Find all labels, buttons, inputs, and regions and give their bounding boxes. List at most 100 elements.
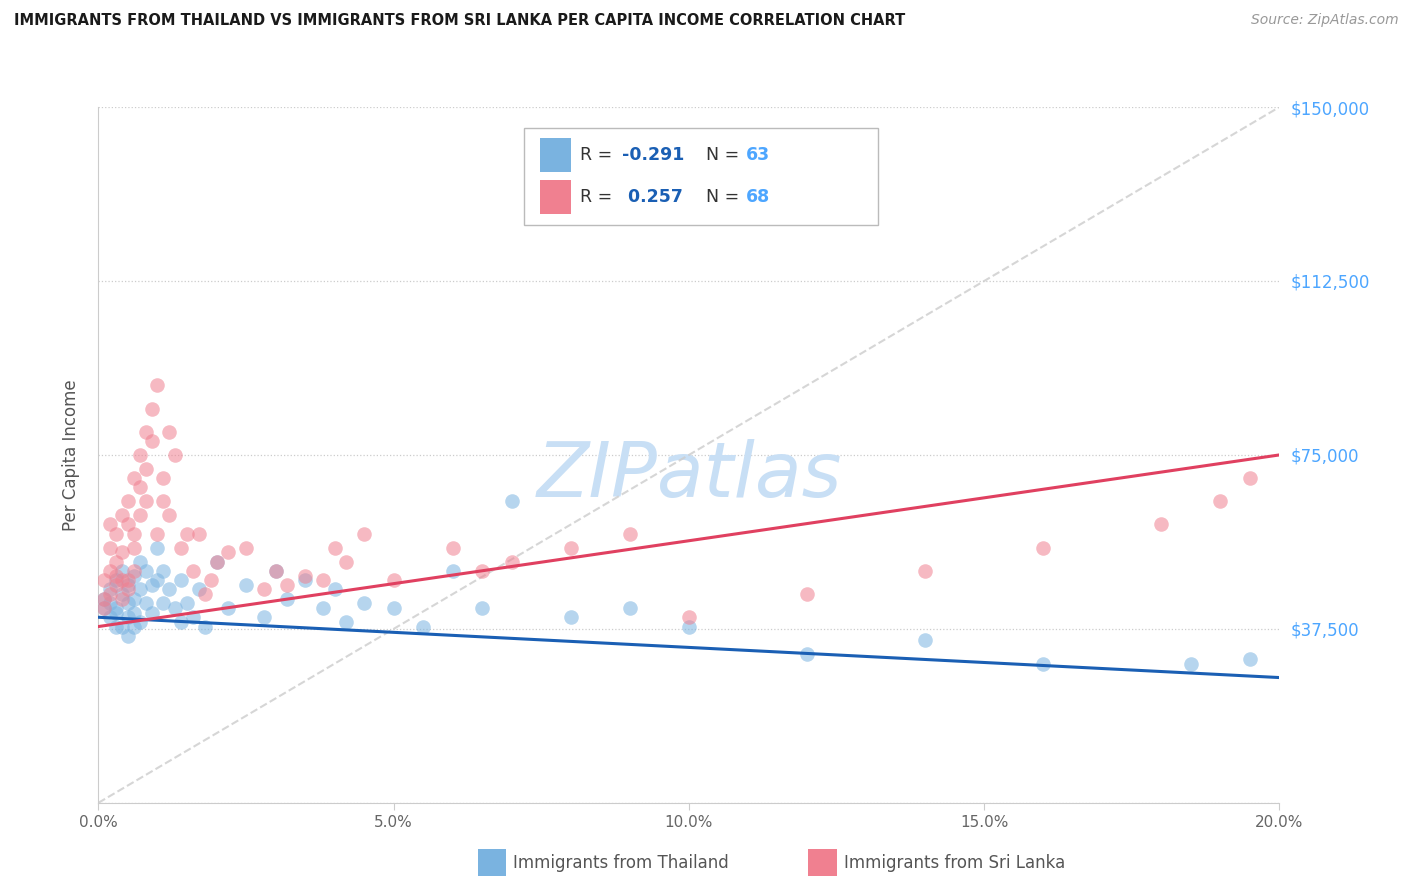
- Text: R =: R =: [579, 145, 617, 164]
- Point: [117, 494, 139, 508]
- Point: [105, 555, 128, 569]
- Point: [117, 578, 139, 592]
- Point: [1032, 541, 1054, 555]
- Point: [914, 564, 936, 578]
- Point: [187, 526, 209, 541]
- Point: [111, 564, 134, 578]
- Point: [128, 615, 150, 629]
- Point: [264, 564, 287, 578]
- Point: [122, 591, 145, 606]
- Point: [141, 578, 163, 592]
- Point: [157, 425, 180, 439]
- Point: [141, 606, 163, 620]
- Point: [128, 582, 150, 597]
- Point: [105, 573, 128, 587]
- Point: [93, 591, 115, 606]
- Point: [128, 448, 150, 462]
- Point: [111, 619, 134, 633]
- Point: [1180, 657, 1202, 671]
- Point: [122, 526, 145, 541]
- Point: [122, 541, 145, 555]
- Point: [122, 471, 145, 485]
- Point: [217, 545, 239, 559]
- Point: [619, 601, 641, 615]
- Point: [165, 448, 187, 462]
- Point: [105, 606, 128, 620]
- Point: [253, 610, 276, 624]
- Point: [1239, 471, 1261, 485]
- Point: [914, 633, 936, 648]
- Text: N =: N =: [706, 187, 745, 206]
- Point: [335, 615, 357, 629]
- Point: [111, 591, 134, 606]
- Point: [135, 596, 157, 610]
- Text: Immigrants from Thailand: Immigrants from Thailand: [513, 854, 728, 871]
- Point: [98, 517, 121, 532]
- Point: [312, 601, 335, 615]
- Point: [128, 480, 150, 494]
- Point: [111, 587, 134, 601]
- Point: [335, 555, 357, 569]
- Point: [1239, 652, 1261, 666]
- Point: [441, 541, 464, 555]
- Text: R =: R =: [579, 187, 623, 206]
- Text: Immigrants from Sri Lanka: Immigrants from Sri Lanka: [844, 854, 1064, 871]
- Point: [111, 508, 134, 523]
- Point: [122, 606, 145, 620]
- Point: [382, 573, 405, 587]
- Text: 68: 68: [745, 187, 770, 206]
- Point: [678, 610, 700, 624]
- Point: [93, 591, 115, 606]
- Point: [323, 582, 346, 597]
- Point: [205, 555, 228, 569]
- Point: [194, 587, 217, 601]
- Point: [353, 596, 375, 610]
- Point: [323, 541, 346, 555]
- Point: [1150, 517, 1173, 532]
- Point: [441, 564, 464, 578]
- Point: [165, 601, 187, 615]
- Point: [412, 619, 434, 633]
- Point: [294, 573, 316, 587]
- Point: [471, 564, 494, 578]
- Point: [146, 378, 169, 392]
- Point: [176, 526, 198, 541]
- Point: [122, 568, 145, 582]
- Point: [619, 526, 641, 541]
- Point: [217, 601, 239, 615]
- Point: [117, 582, 139, 597]
- Point: [98, 564, 121, 578]
- Point: [678, 619, 700, 633]
- Point: [176, 596, 198, 610]
- Text: 63: 63: [745, 145, 770, 164]
- Point: [111, 545, 134, 559]
- Point: [471, 601, 494, 615]
- Point: [157, 508, 180, 523]
- Point: [276, 591, 298, 606]
- Point: [93, 601, 115, 615]
- Point: [796, 648, 818, 662]
- Point: [146, 526, 169, 541]
- Point: [276, 578, 298, 592]
- Point: [141, 401, 163, 416]
- Text: IMMIGRANTS FROM THAILAND VS IMMIGRANTS FROM SRI LANKA PER CAPITA INCOME CORRELAT: IMMIGRANTS FROM THAILAND VS IMMIGRANTS F…: [14, 13, 905, 29]
- Point: [170, 541, 193, 555]
- Point: [501, 555, 523, 569]
- Point: [157, 582, 180, 597]
- Point: [560, 610, 582, 624]
- Point: [264, 564, 287, 578]
- Point: [194, 619, 217, 633]
- Point: [105, 619, 128, 633]
- Point: [152, 494, 174, 508]
- Point: [122, 619, 145, 633]
- Point: [200, 573, 222, 587]
- Point: [181, 610, 204, 624]
- Point: [93, 601, 115, 615]
- Point: [122, 564, 145, 578]
- Point: [105, 568, 128, 582]
- Point: [382, 601, 405, 615]
- Point: [152, 596, 174, 610]
- Point: [235, 578, 257, 592]
- Point: [187, 582, 209, 597]
- Point: [128, 555, 150, 569]
